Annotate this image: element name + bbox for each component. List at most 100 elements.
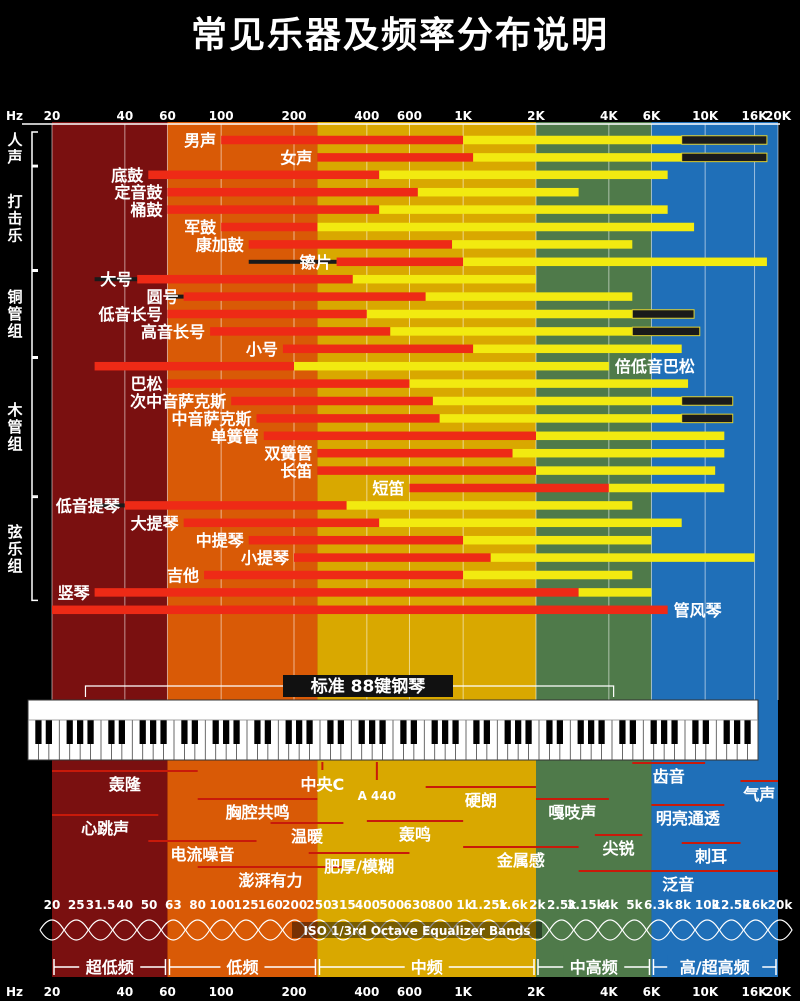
descriptor-label: 嘎吱声 [548,803,596,822]
fundamental-bar [317,153,474,162]
eq-band-label: 31.5 [86,898,116,912]
fundamental-bar [263,431,536,441]
eq-band-shape [573,919,599,941]
instrument-row-18: 双簧管 [264,444,725,463]
black-key [452,720,459,744]
harmonics-bar [473,344,682,354]
instrument-label: 镲片 [300,253,332,272]
black-key [66,720,73,744]
harmonics-bar [379,518,682,528]
eq-band-label: 4k [602,898,619,912]
descriptor-label: 尖锐 [603,839,635,858]
piano-octave-label: 7 [571,699,579,713]
group-label: 弦乐组 [7,523,22,575]
eq-band-label: 50 [141,898,158,912]
descriptor-label: 轰鸣 [398,825,431,844]
black-key [661,720,668,744]
band-label: 中频 [411,958,443,977]
instrument-row-27: 管风琴 [52,601,723,620]
fundamental-bar [183,518,380,528]
fundamental-bar [231,396,433,406]
instrument-row-23: 中提琴 [196,531,652,550]
black-key [629,720,636,744]
harmonics-bar [473,153,682,162]
instrument-row-17: 单簧管 [211,427,725,446]
eq-band-label: 1.6k [498,898,528,912]
band-label: 中高频 [570,958,618,977]
fundamental-bar [52,605,668,615]
eq-band-shape [427,919,453,941]
instrument-row-1: 女声 [280,148,768,167]
harmonics-bar [536,431,725,441]
harmonics-bar [425,292,633,301]
black-key [254,720,261,744]
tick-top-13: 20K [765,109,792,123]
descriptor-10: 硬朗 [425,786,536,810]
descriptor-9: 轰鸣 [366,820,464,844]
piano-octave-label: 9 [717,699,725,713]
region-band-0 [52,122,168,977]
instrument-label: 倍低音巴松 [615,357,695,376]
instrument-label: 吉他 [167,566,199,585]
instrument-row-4: 桶鼓 [130,201,668,220]
harmonics-bar [512,448,725,458]
extended-bar [681,413,734,424]
instrument-row-5: 军鼓 [184,218,695,237]
black-key [369,720,376,744]
black-key [285,720,292,744]
tick-top-4: 200 [281,109,306,123]
black-key [598,720,605,744]
piano-keys [27,720,759,760]
instrument-label: 小提琴 [241,549,290,568]
instrument-label: 底鼓 [111,166,144,185]
piano-octave-label: 8 [644,699,652,713]
instrument-row-16: 中音萨克斯 [171,409,734,428]
eq-band-shape [524,919,551,941]
instrument-row-22: 大提琴 [131,514,682,533]
eq-band-label: 160 [258,898,283,912]
black-key [181,720,188,744]
group-label: 铜管组 [7,288,22,340]
descriptor-7: A 440 [358,762,396,803]
black-key [358,720,365,744]
instrument-row-3: 定音鼓 [113,183,579,202]
eq-band-label: 10k [695,898,721,912]
tick-top-12: 16K [742,109,769,123]
piano-octave-label: 5 [425,699,433,713]
instrument-label: 女声 [280,148,312,167]
eq-label-bg [292,922,542,938]
eq-band-shape [670,919,696,941]
tick-top-9: 4K [600,109,618,123]
descriptor-label: 温暖 [290,827,324,846]
fundamental-bar [94,361,295,371]
tick-bottom-6: 600 [397,985,422,999]
black-key [577,720,584,744]
tick-top-10: 6K [643,109,661,123]
harmonics-bar [346,501,633,510]
piano-octave-label: 4 [352,699,360,713]
black-key [306,720,313,744]
band-label: 高/超高频 [680,958,750,977]
eq-band-shape [185,919,211,941]
eq-band-shape [160,919,187,941]
harmonics-bar [439,414,682,423]
instrument-label: 次中音萨克斯 [130,392,226,411]
band-label: 低频 [225,958,258,977]
eq-band-label: 250 [306,898,331,912]
group-bracket [31,357,38,497]
band-label-bg [404,955,449,977]
instrument-label: 双簧管 [264,444,312,463]
black-key [692,720,699,744]
instrument-row-9: 圆号 [147,288,633,307]
chart-title: 常见乐器及频率分布说明 [190,15,609,56]
instrument-label: 中提琴 [196,531,245,550]
black-key [118,720,125,744]
descriptor-label: 澎湃有力 [239,871,303,890]
descriptor-label: 泛音 [662,875,694,894]
fundamental-bar [167,309,367,319]
group-bracket [31,270,38,358]
black-key [556,720,563,744]
instrument-label: 短笛 [372,479,404,498]
harmonics-bar [379,170,668,180]
instrument-row-20: 短笛 [372,479,725,498]
